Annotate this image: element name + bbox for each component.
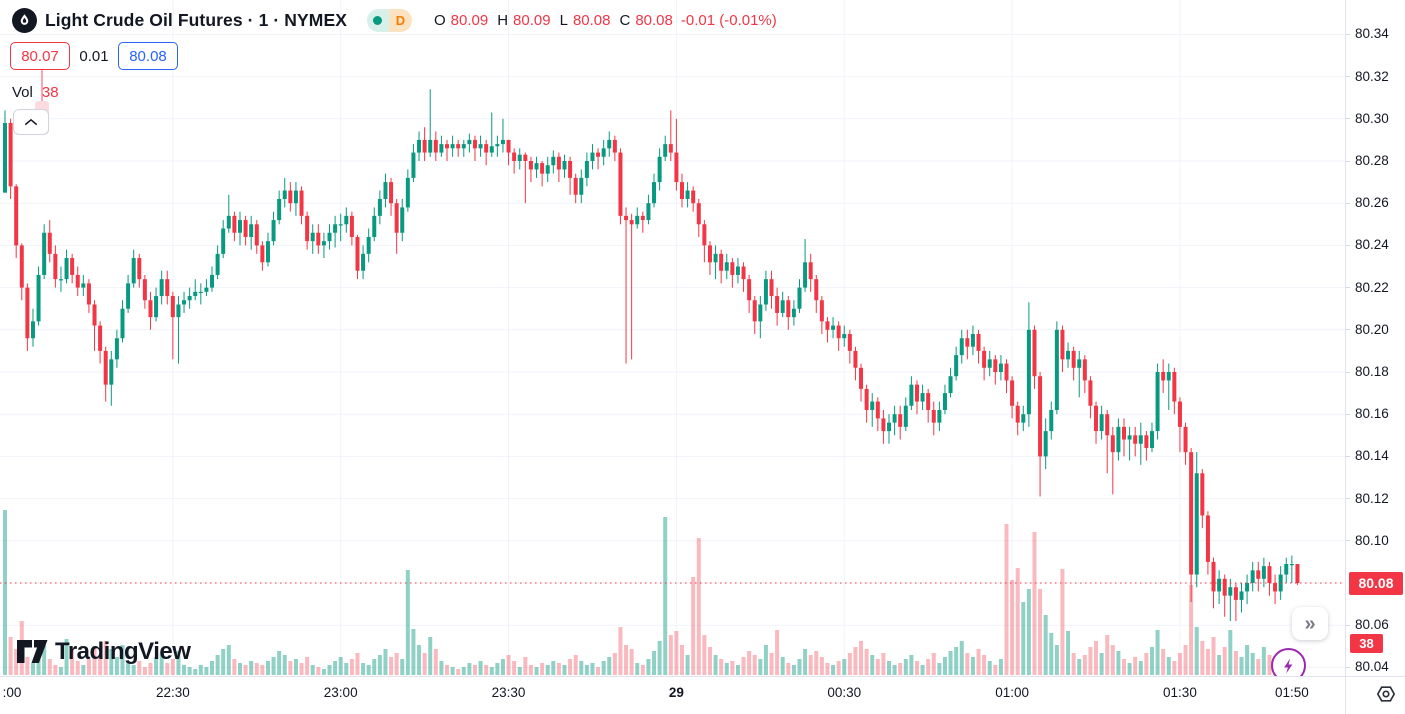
volume-label: Vol (12, 84, 33, 101)
open-key: O (433, 12, 446, 29)
price-axis-tick (1346, 76, 1350, 78)
time-axis-label: 22:30 (155, 685, 190, 700)
price-axis-label: 80.12 (1355, 490, 1389, 506)
scroll-to-recent-button[interactable]: » (1292, 607, 1328, 640)
change-value: -0.01 (-0.01%) (680, 12, 777, 29)
price-scale[interactable]: 80.34 80.32 80.30 80.28 80.26 80.24 80.22 80.20… (1345, 0, 1405, 676)
low-value: 80.08 (572, 12, 611, 29)
buy-button[interactable]: 80.08 (118, 42, 178, 70)
trade-buttons-row: 80.07 0.01 80.08 (10, 42, 178, 70)
grid-lines (0, 0, 1345, 676)
chevron-up-icon (24, 118, 38, 126)
price-axis-label: 80.24 (1355, 237, 1389, 253)
chart-canvas[interactable] (0, 0, 1345, 676)
close-value: 80.08 (635, 12, 673, 29)
price-axis-tick (1346, 202, 1350, 204)
sell-button[interactable]: 80.07 (10, 42, 70, 70)
hexagon-eye-icon (1376, 686, 1396, 702)
double-chevron-right-icon: » (1304, 612, 1316, 635)
price-axis-label: 80.16 (1355, 406, 1389, 422)
close-key: C (619, 12, 631, 29)
price-axis-label: 80.28 (1355, 153, 1389, 168)
oil-drop-icon (12, 8, 37, 33)
time-axis-label: 01:50 (1274, 685, 1309, 700)
tradingview-logo-text: TradingView (55, 638, 191, 665)
volume-value: 38 (41, 84, 59, 101)
price-axis-label: 80.10 (1355, 532, 1389, 548)
price-axis-label: 80.32 (1355, 68, 1389, 84)
price-axis-tick (1346, 329, 1350, 331)
price-axis-tick (1346, 160, 1350, 162)
ohlc-readout: O 80.09 H 80.09 L 80.08 C 80.08 -0.01 (-… (434, 12, 777, 29)
price-axis-label: 80.20 (1355, 321, 1389, 337)
price-axis-label: 80.34 (1355, 26, 1389, 42)
low-key: L (559, 12, 568, 29)
tradingview-logo[interactable]: TradingView (17, 638, 191, 666)
last-volume-badge: 38 (1350, 634, 1383, 653)
pane-settings-button[interactable] (1374, 682, 1398, 711)
price-axis-tick (1346, 118, 1350, 120)
symbol-title[interactable]: Light Crude Oil Futures · 1 · NYMEX (45, 10, 347, 30)
price-axis-tick (1346, 498, 1350, 500)
time-axis-label: 01:00 (995, 685, 1029, 700)
price-axis-label: 80.30 (1355, 110, 1389, 126)
market-status-dot (366, 9, 389, 32)
axis-corner (1345, 676, 1405, 714)
high-key: H (497, 12, 509, 29)
price-axis-tick (1346, 624, 1350, 626)
price-axis-tick (1346, 244, 1350, 246)
lightning-bolt-icon (1283, 658, 1292, 673)
interval-status-pill[interactable]: D (366, 9, 412, 32)
price-axis-label: 80.18 (1355, 364, 1389, 379)
tradingview-logo-icon (17, 640, 48, 663)
price-axis-tick (1346, 33, 1350, 35)
time-axis-label: 00:30 (827, 685, 862, 700)
interval-badge: D (388, 9, 412, 32)
high-value: 80.09 (513, 12, 551, 29)
price-axis-tick (1346, 455, 1350, 457)
volume-series (3, 510, 1300, 675)
time-axis-label: 23:00 (323, 685, 358, 700)
last-price-badge: 80.08 (1349, 571, 1403, 595)
time-axis-label: 01:30 (1163, 685, 1197, 700)
price-axis-label: 80.22 (1355, 279, 1389, 295)
price-axis-label: 80.14 (1355, 448, 1389, 464)
symbol-legend: Light Crude Oil Futures · 1 · NYMEX D O … (12, 8, 777, 33)
price-axis-label: 80.26 (1355, 195, 1389, 211)
price-axis-tick (1346, 540, 1350, 542)
time-axis-label: 29 (668, 685, 684, 700)
time-axis-label: 23:30 (491, 685, 526, 700)
volume-legend: Vol 38 (12, 84, 59, 101)
price-axis-label: 80.04 (1355, 659, 1389, 675)
candlestick-series (3, 89, 1300, 621)
spread-label: 0.01 (79, 47, 109, 65)
price-axis-tick (1346, 371, 1350, 373)
price-axis-label: 80.06 (1355, 617, 1389, 633)
price-axis-tick (1346, 666, 1350, 668)
price-axis-tick (1346, 287, 1350, 289)
collapse-legend-button[interactable] (13, 109, 49, 135)
price-axis-tick (1346, 413, 1350, 415)
time-scale[interactable]: :00 22:30 23:00 23:30 29 00:30 01:00 01:30 01:50 (0, 676, 1345, 714)
open-value: 80.09 (450, 12, 489, 29)
time-axis-label: :00 (2, 685, 22, 700)
sell-price-connector-line (41, 70, 43, 102)
